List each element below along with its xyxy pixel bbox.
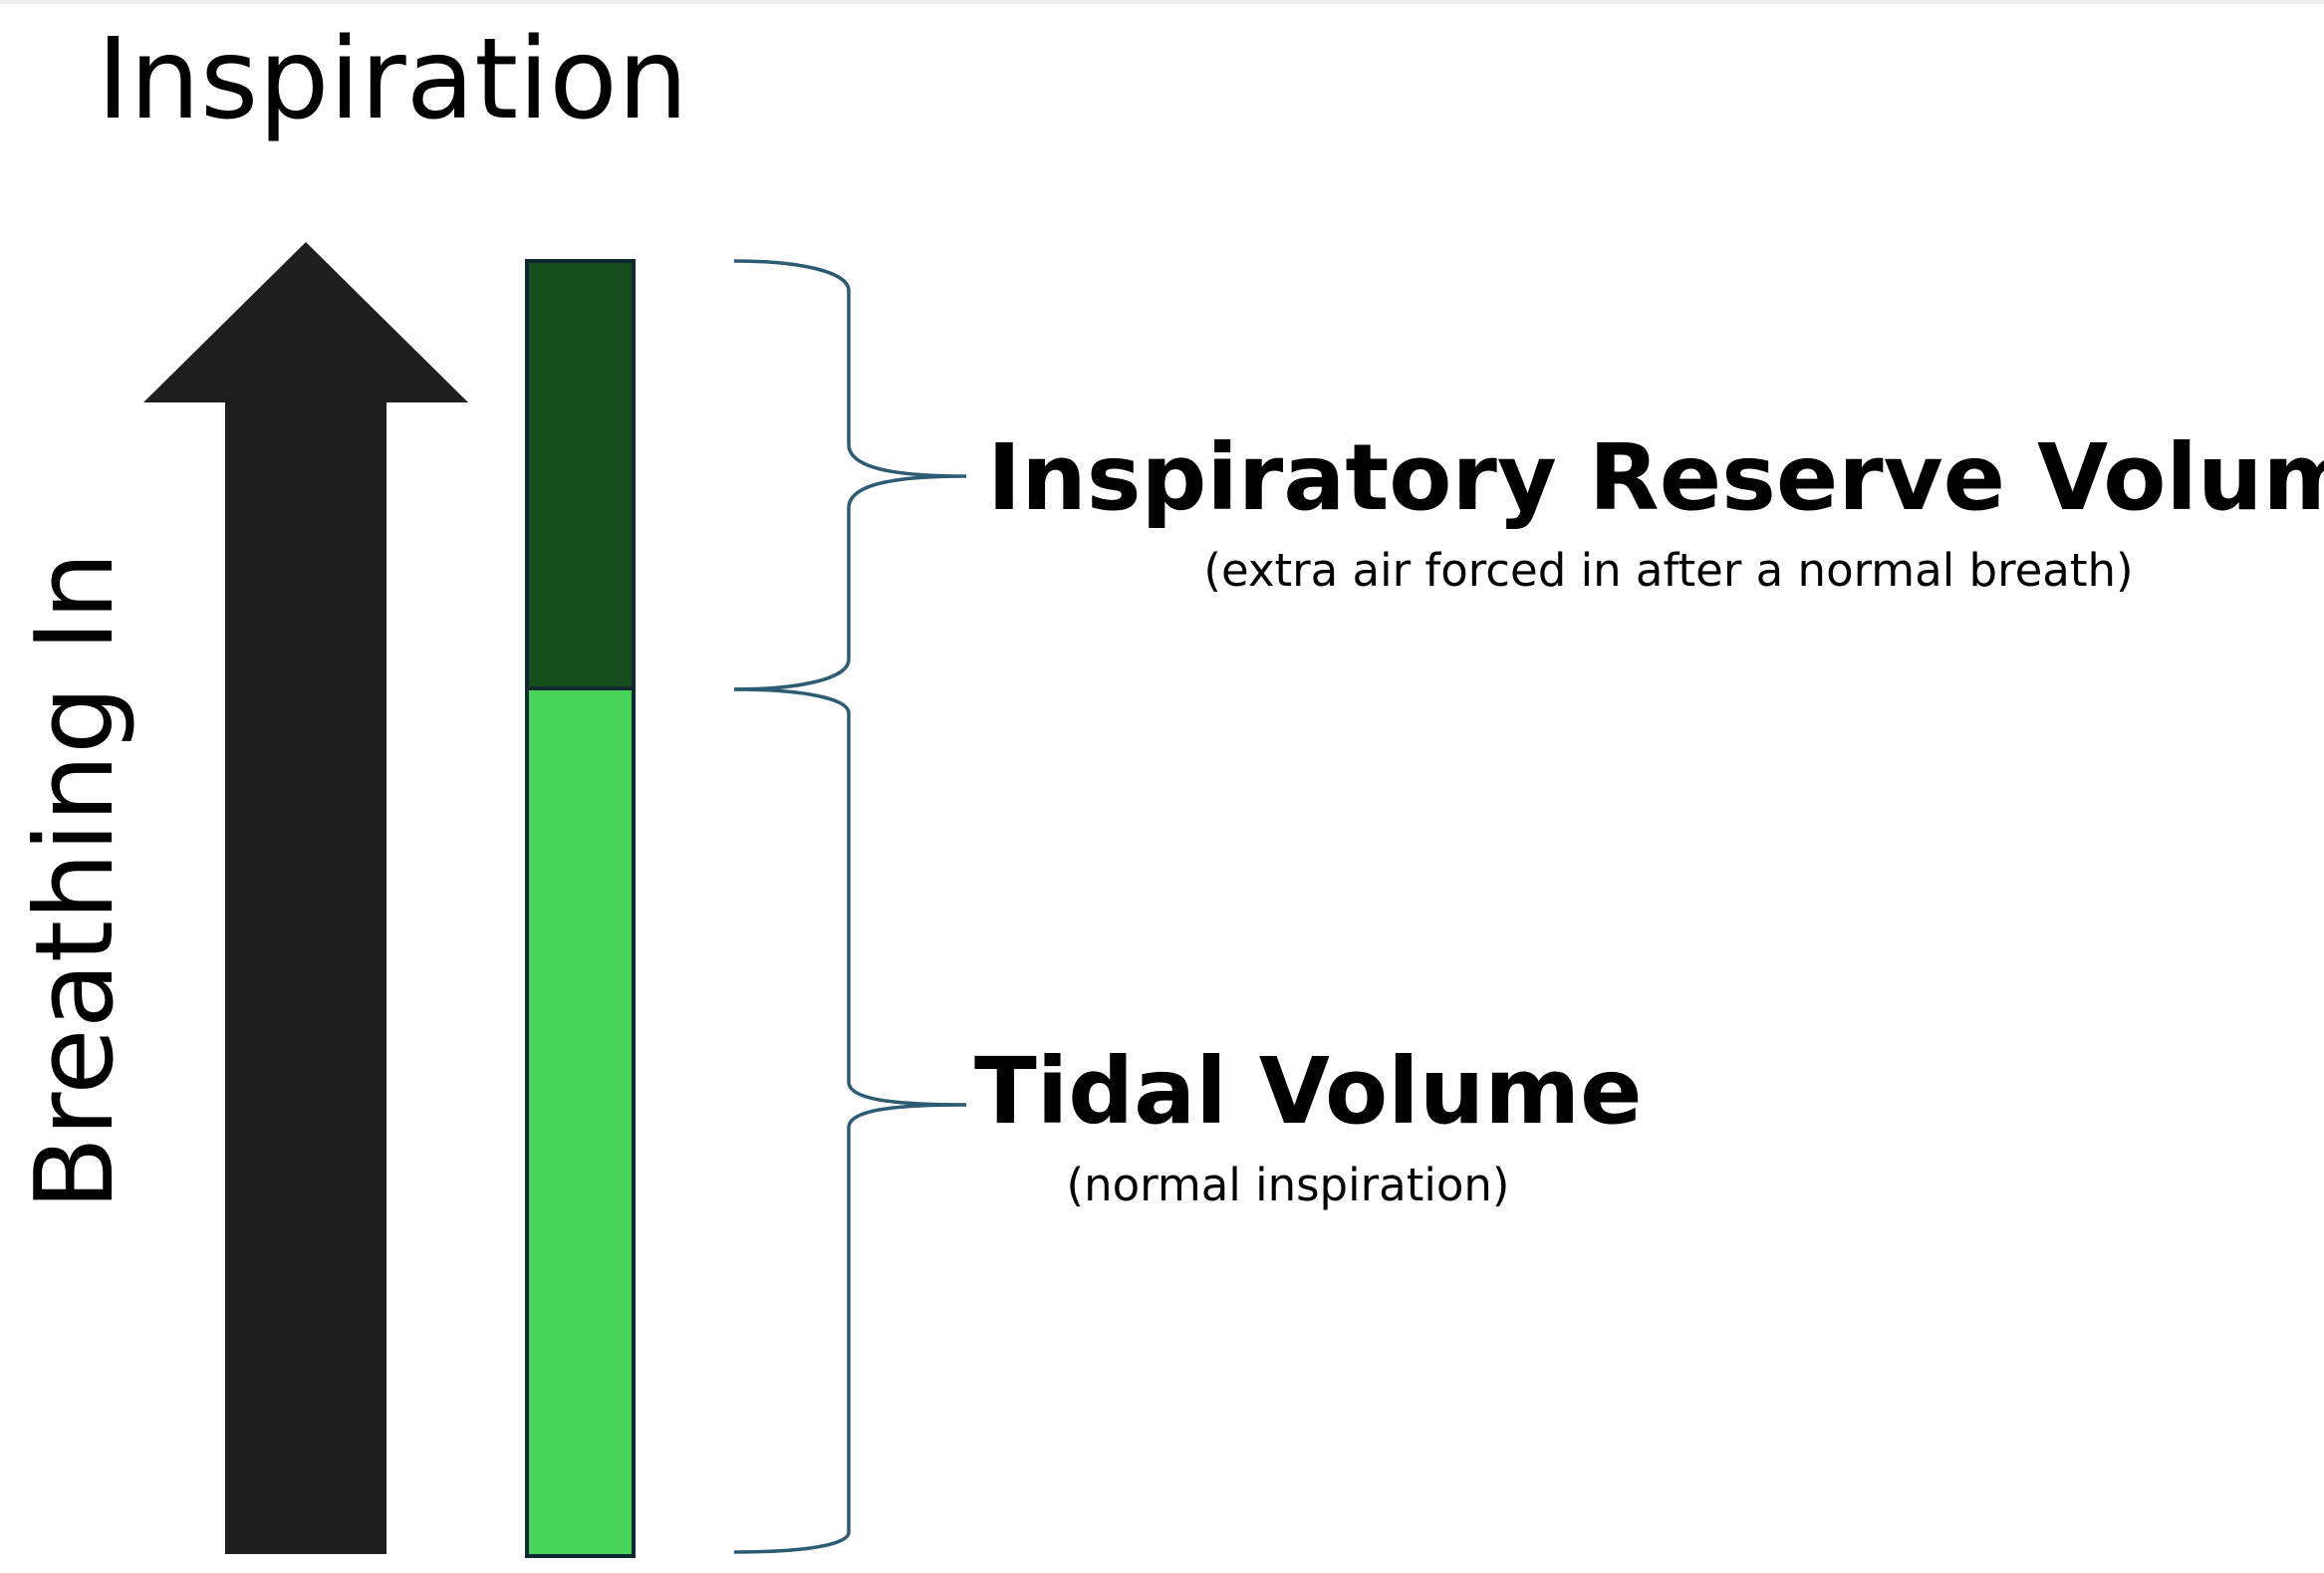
tidal-volume-brace: [733, 687, 967, 1554]
tidal-volume-note: (normal inspiration): [1067, 1159, 1510, 1211]
tidal-volume-label: Tidal Volume: [974, 1038, 1642, 1145]
top-divider: [0, 0, 2324, 4]
tidal-volume-segment: [525, 686, 636, 1558]
inspiratory-reserve-brace: [733, 259, 967, 691]
breathing-in-label: Breathing In: [13, 552, 137, 1210]
inspiratory-reserve-volume-label: Inspiratory Reserve Volume: [987, 424, 2324, 531]
up-arrow-icon: [143, 242, 468, 1554]
inspiratory-reserve-volume-segment: [525, 259, 636, 690]
diagram-title: Inspiration: [97, 15, 688, 144]
inspiratory-reserve-volume-note: (extra air forced in after a normal brea…: [1203, 544, 2133, 597]
